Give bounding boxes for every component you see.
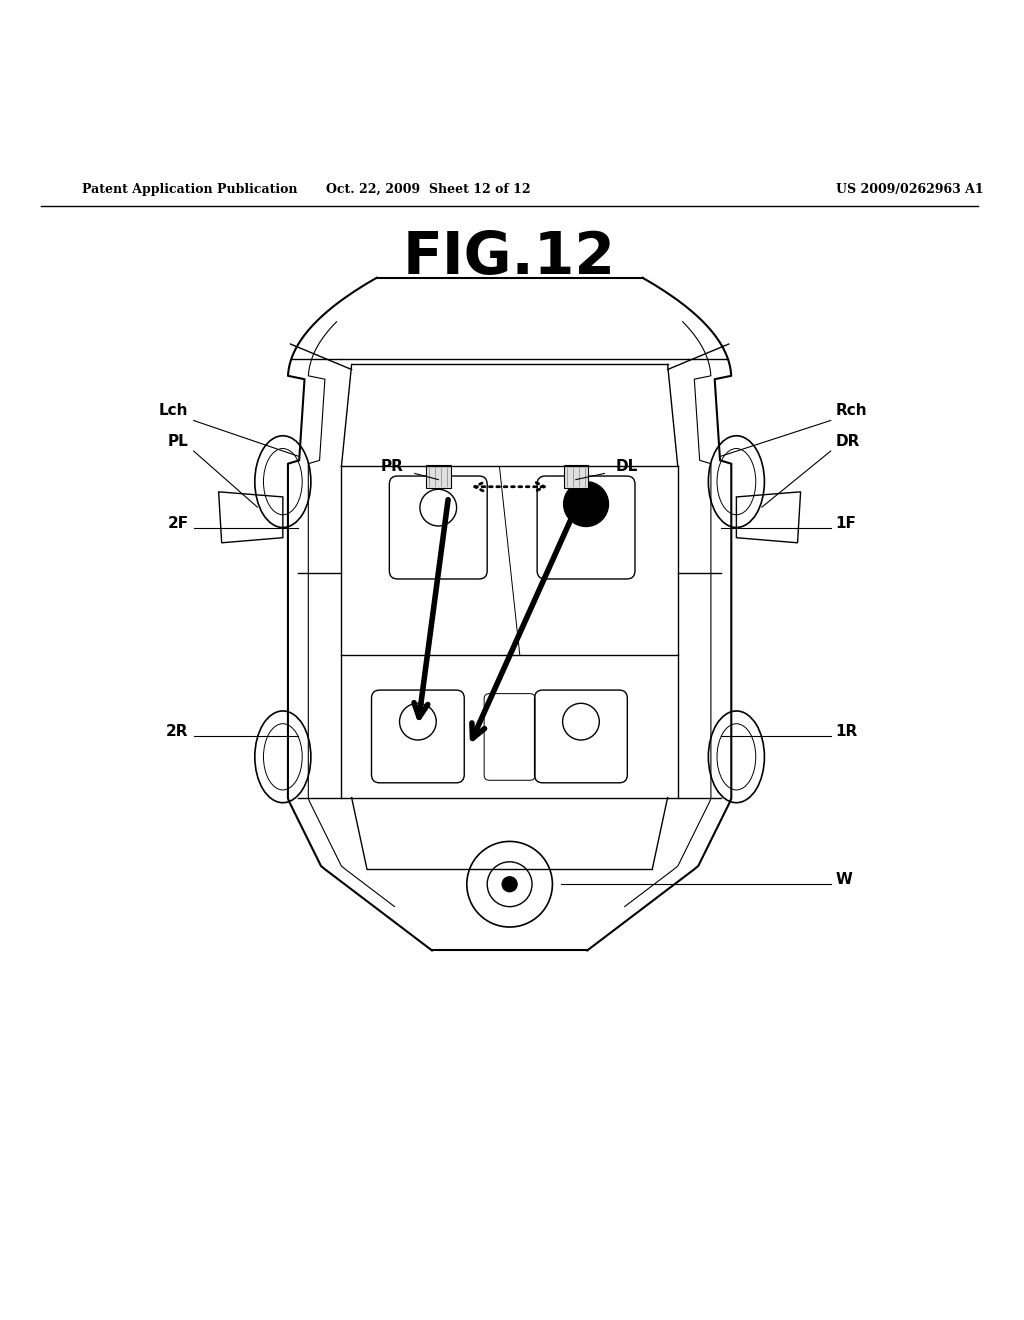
Text: 1F: 1F [836,516,857,531]
Text: FIG.12: FIG.12 [403,228,616,286]
Text: Oct. 22, 2009  Sheet 12 of 12: Oct. 22, 2009 Sheet 12 of 12 [326,182,530,195]
Circle shape [563,482,608,527]
Text: DL: DL [615,459,638,474]
Text: PR: PR [381,459,403,474]
Text: 2R: 2R [166,725,188,739]
Text: Patent Application Publication: Patent Application Publication [82,182,297,195]
Text: Lch: Lch [159,404,188,418]
Text: W: W [836,873,853,887]
Bar [563,466,588,488]
Text: 1R: 1R [836,725,858,739]
Text: Rch: Rch [836,404,867,418]
Text: DR: DR [836,434,860,449]
Bar [426,466,451,488]
Text: 2F: 2F [168,516,188,531]
Text: PL: PL [168,434,188,449]
Text: US 2009/0262963 A1: US 2009/0262963 A1 [836,182,983,195]
Circle shape [502,876,518,892]
